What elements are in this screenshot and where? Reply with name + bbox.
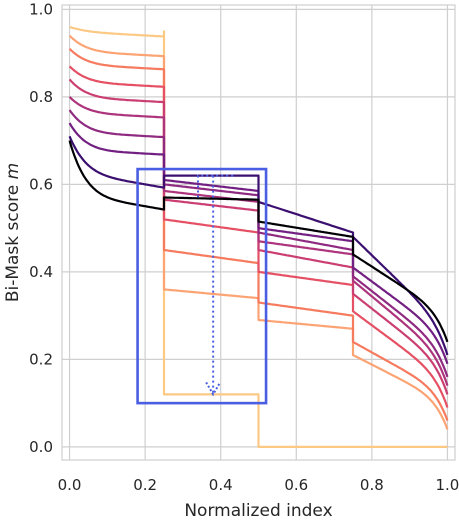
x-axis-label: Normalized index <box>184 501 332 521</box>
series-line <box>68 34 449 430</box>
x-tick-label: 1.0 <box>436 476 459 494</box>
series-line <box>68 140 449 343</box>
x-tick-label: 0.6 <box>284 476 308 494</box>
series-line <box>68 65 449 408</box>
y-axis-label-main: Bi-Mask score <box>3 179 23 302</box>
highlight-box <box>136 167 268 405</box>
y-axis-label: Bi-Mask score m <box>3 163 23 302</box>
dotted-arrow-head <box>205 381 222 397</box>
tick-labels: 0.0 0.2 0.4 0.6 0.8 1.0 0.0 0.2 0.4 0.6 0.8 1.0 <box>29 0 459 494</box>
series-line <box>68 135 449 356</box>
y-axis-label-symbol: m <box>3 163 23 180</box>
y-tick-label: 0.4 <box>29 263 53 281</box>
series-line <box>69 25 448 448</box>
inner-dotted-bracket <box>197 174 236 198</box>
series-lines <box>68 25 449 448</box>
x-tick-label: 0.0 <box>58 476 82 494</box>
x-tick-label: 0.2 <box>133 476 157 494</box>
annotations <box>136 167 268 405</box>
series-line <box>68 48 449 421</box>
x-tick-label: 0.4 <box>209 476 233 494</box>
series-line <box>68 96 449 386</box>
x-tick-label: 0.8 <box>360 476 384 494</box>
plot-frame <box>61 4 456 461</box>
y-tick-label: 1.0 <box>29 0 53 18</box>
y-tick-label: 0.2 <box>29 350 53 368</box>
y-tick-label: 0.8 <box>29 88 53 106</box>
y-tick-label: 0.0 <box>29 438 53 456</box>
y-tick-label: 0.6 <box>29 175 53 193</box>
